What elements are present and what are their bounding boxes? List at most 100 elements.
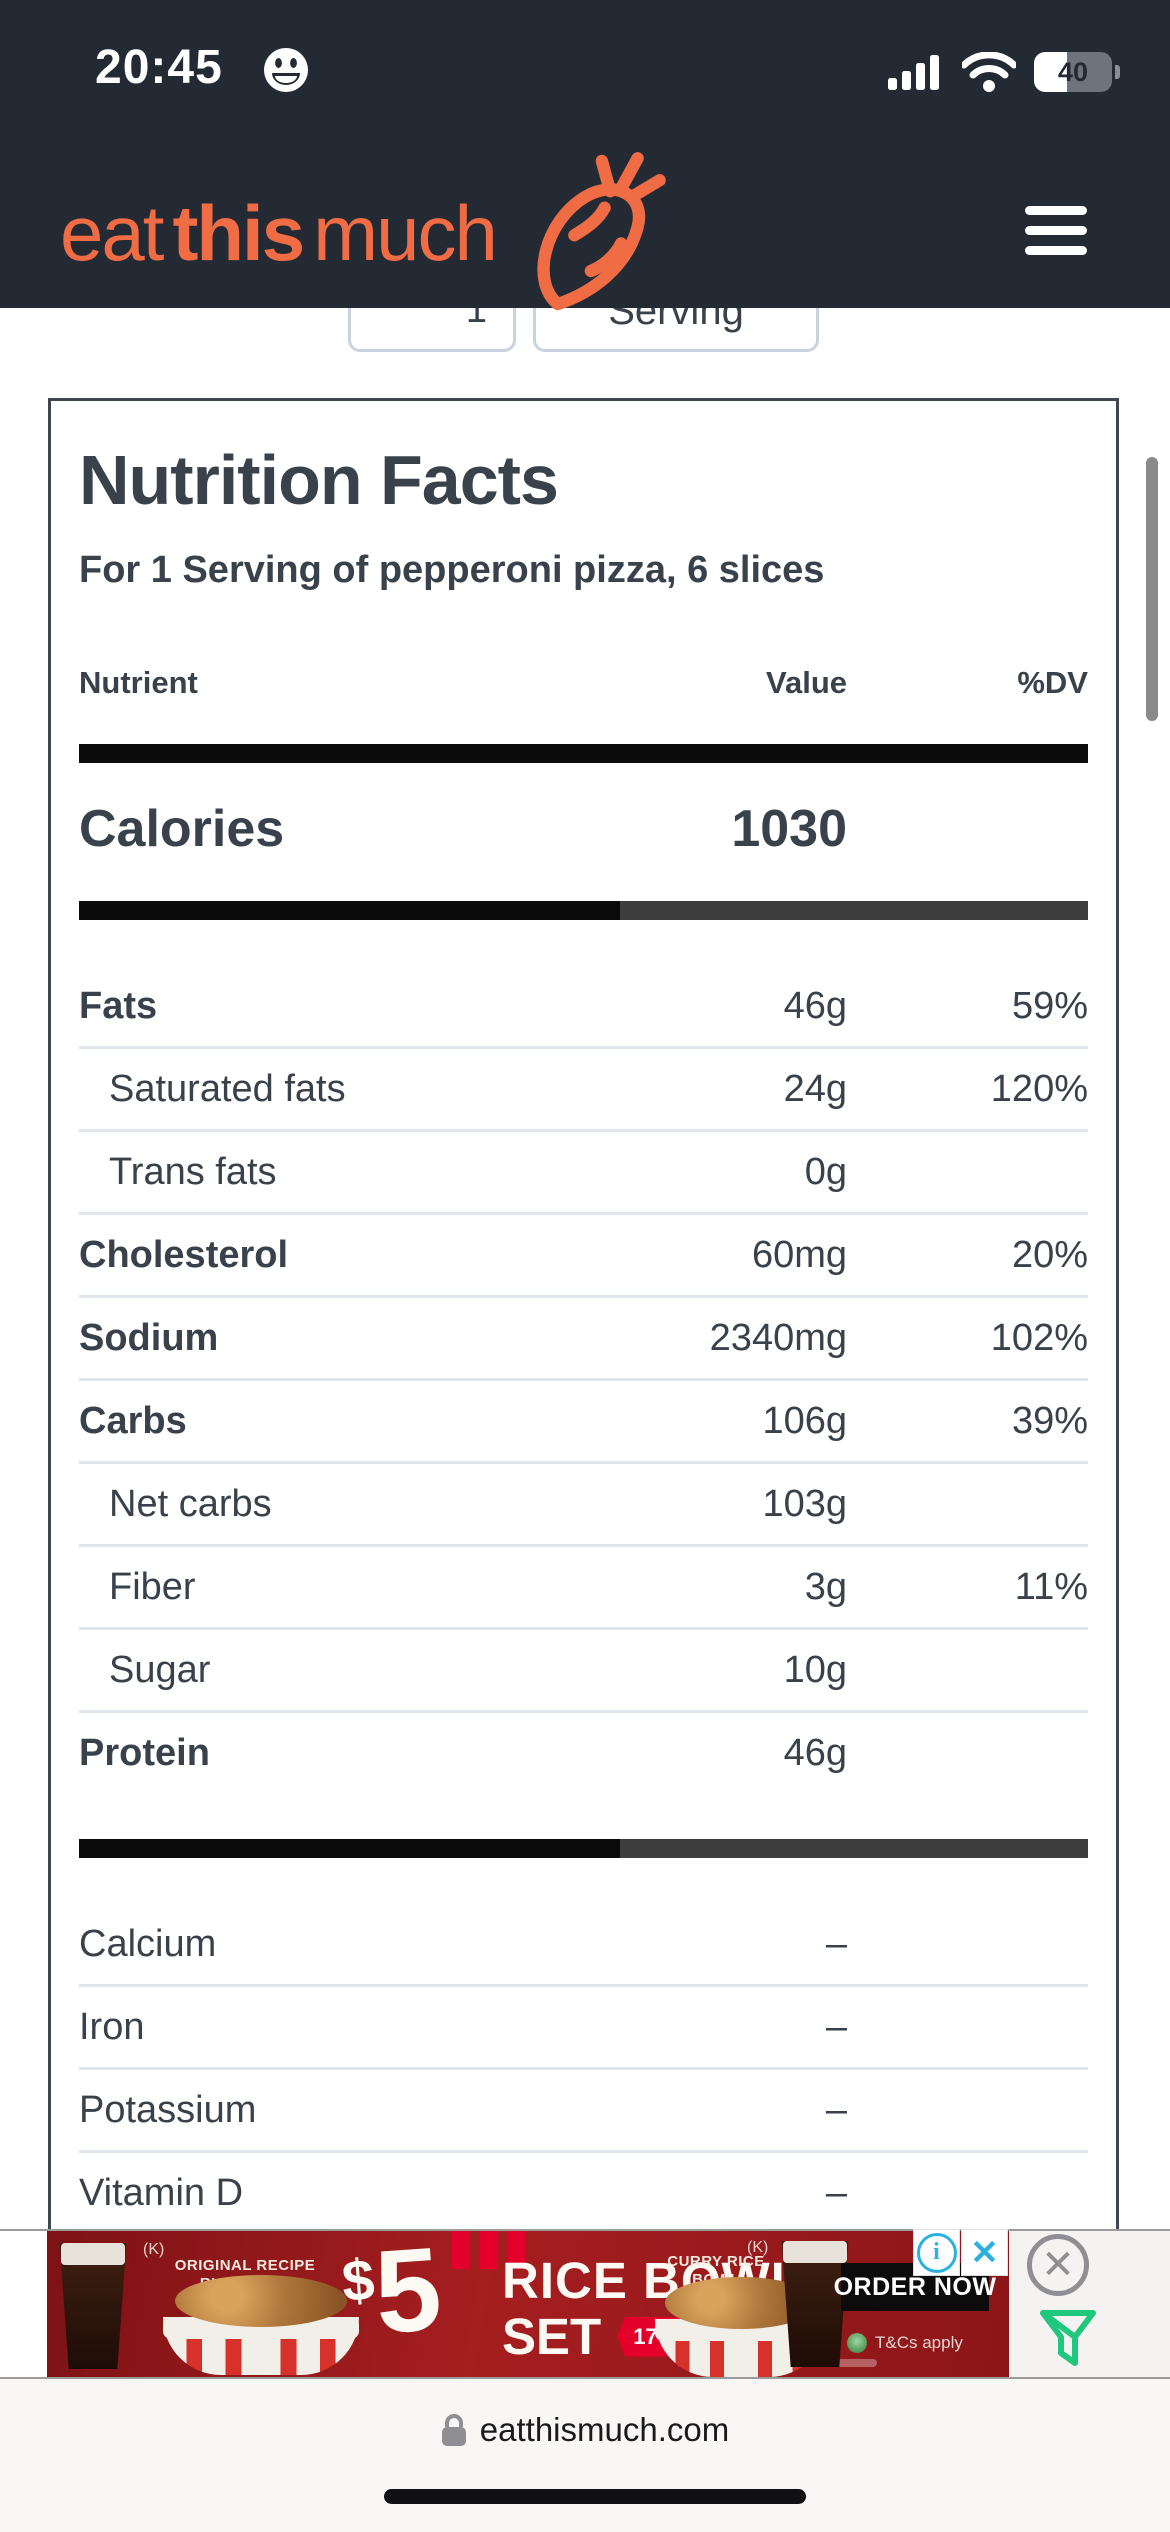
nutrient-table-row: Sodium 2340mg 102% [79, 1298, 1088, 1381]
cola-glass-image [59, 2243, 127, 2369]
macro-progress-fill [79, 1839, 620, 1858]
battery-percent: 40 [1057, 56, 1089, 87]
calories-value: 1030 [731, 800, 847, 858]
logo-word-much: much [313, 189, 498, 277]
rice-bowl-image-left [163, 2275, 359, 2375]
logo-word-this: this [172, 189, 305, 277]
row-value: 0g [804, 1150, 847, 1193]
ad-info-button[interactable]: i [913, 2229, 960, 2276]
row-dv: 102% [990, 1316, 1088, 1359]
col-nutrient: Nutrient [79, 665, 198, 700]
status-time: 20:45 [95, 41, 223, 94]
row-label: Fiber [109, 1565, 196, 1608]
row-label: Potassium [79, 2088, 257, 2131]
row-value: 103g [762, 1482, 847, 1525]
nutrient-table-row: Vitamin D – [79, 2153, 1088, 2233]
row-dv: 39% [1011, 1399, 1088, 1442]
row-dv: 120% [990, 1067, 1088, 1110]
row-value: – [825, 1922, 847, 1965]
leaf-icon [847, 2333, 867, 2353]
ad-headline2: SET [502, 2308, 602, 2365]
table-column-headers: Nutrient Value %DV [79, 667, 1088, 698]
nutrient-rows: Fats 46g 59% Saturated fats 24g 120% Tra… [79, 966, 1088, 1793]
address-bar[interactable]: eatthismuch.com [0, 2379, 1170, 2449]
ad-side-panel: ✕ [1009, 2231, 1170, 2377]
row-value: – [825, 2005, 847, 2048]
mineral-rows: Calcium – Iron – Potassium – Vitamin D – [79, 1904, 1088, 2233]
row-label: Sugar [109, 1648, 211, 1691]
nutrient-table-row: Fats 46g 59% [79, 966, 1088, 1049]
info-icon: i [916, 2232, 957, 2273]
calories-label: Calories [79, 800, 285, 858]
nutrient-table-row: Net carbs 103g [79, 1464, 1088, 1547]
battery-icon: 40 [1034, 52, 1120, 92]
row-label: Net carbs [109, 1482, 272, 1525]
macro-progress-bar [79, 1839, 1088, 1858]
row-label: Vitamin D [79, 2171, 244, 2214]
row-dv: 20% [1011, 1233, 1088, 1276]
close-circle-icon: ✕ [1041, 2243, 1075, 2287]
scrollbar-thumb[interactable] [1146, 457, 1158, 721]
nutrient-table-row: Saturated fats 24g 120% [79, 1049, 1088, 1132]
row-value: – [825, 2171, 847, 2214]
row-value: 24g [783, 1067, 847, 1110]
nutrient-table-row: Calcium – [79, 1904, 1088, 1987]
logo-word-eat: eat [60, 189, 164, 277]
ad-overlay: (K) ORIGINAL RECIPE RICE BOWL $5 RICE BO… [0, 2229, 1170, 2379]
calories-row: Calories 1030 [79, 803, 1088, 855]
row-value: 60mg [751, 1233, 847, 1276]
halal-mark-left: (K) [143, 2241, 165, 2258]
funnel-icon[interactable] [1035, 2307, 1107, 2371]
close-icon: ✕ [970, 2233, 999, 2272]
divider-bar-top [79, 744, 1088, 763]
status-icons: 40 [888, 52, 1120, 92]
col-value: Value [766, 665, 847, 700]
row-dv: 11% [1014, 1565, 1088, 1608]
nutrition-subtitle: For 1 Serving of pepperoni pizza, 6 slic… [79, 549, 825, 591]
col-dv: %DV [1017, 665, 1088, 700]
cola-glass-image-right [781, 2241, 849, 2367]
row-label: Carbs [79, 1399, 187, 1442]
row-label: Trans fats [109, 1150, 277, 1193]
row-value: 46g [783, 1731, 847, 1774]
nutrition-facts-card: Nutrition Facts For 1 Serving of peppero… [48, 398, 1119, 2240]
ad-price-number: 5 [370, 2231, 446, 2360]
nutrient-table-row: Cholesterol 60mg 20% [79, 1215, 1088, 1298]
home-indicator[interactable] [384, 2489, 806, 2504]
row-value: – [825, 2088, 847, 2131]
nutrient-table-row: Iron – [79, 1987, 1088, 2070]
row-value: 2340mg [709, 1316, 847, 1359]
row-value: 3g [804, 1565, 847, 1608]
lock-icon [441, 2414, 466, 2446]
hamburger-menu-icon[interactable] [1025, 206, 1087, 266]
nutrition-title: Nutrition Facts [79, 441, 559, 519]
row-label: Protein [79, 1731, 210, 1774]
row-label: Saturated fats [109, 1067, 346, 1110]
row-label: Calcium [79, 1922, 217, 1965]
ad-price: $5 [339, 2231, 445, 2359]
ad-price-dollar: $ [339, 2247, 377, 2315]
nutrient-table-row: Fiber 3g 11% [79, 1547, 1088, 1630]
row-value: 46g [783, 984, 847, 1027]
wifi-icon [962, 52, 1016, 92]
kfc-ad-banner[interactable]: (K) ORIGINAL RECIPE RICE BOWL $5 RICE BO… [47, 2231, 1009, 2377]
row-label: Cholesterol [79, 1233, 289, 1276]
row-label: Iron [79, 2005, 145, 2048]
calories-progress-bar [79, 901, 1088, 920]
site-header: 20:45 40 [0, 0, 1170, 311]
carrot-logo-icon [537, 152, 666, 311]
row-value: 106g [762, 1399, 847, 1442]
nutrient-table-row: Protein 46g [79, 1713, 1088, 1793]
ad-tncs-label: T&Cs apply [875, 2333, 963, 2352]
ad-close-button[interactable]: ✕ [1027, 2234, 1089, 2296]
row-dv: 59% [1011, 984, 1088, 1027]
row-value: 10g [783, 1648, 847, 1691]
eatthismuch-logo[interactable]: eat this much [60, 188, 498, 279]
row-label: Sodium [79, 1316, 219, 1359]
nutrient-table-row: Sugar 10g [79, 1630, 1088, 1713]
adchoices-close-button[interactable]: ✕ [961, 2229, 1008, 2276]
calories-progress-fill [79, 901, 620, 920]
ad-tncs: T&Cs apply [847, 2333, 963, 2353]
smiley-emoji-icon [264, 48, 308, 92]
